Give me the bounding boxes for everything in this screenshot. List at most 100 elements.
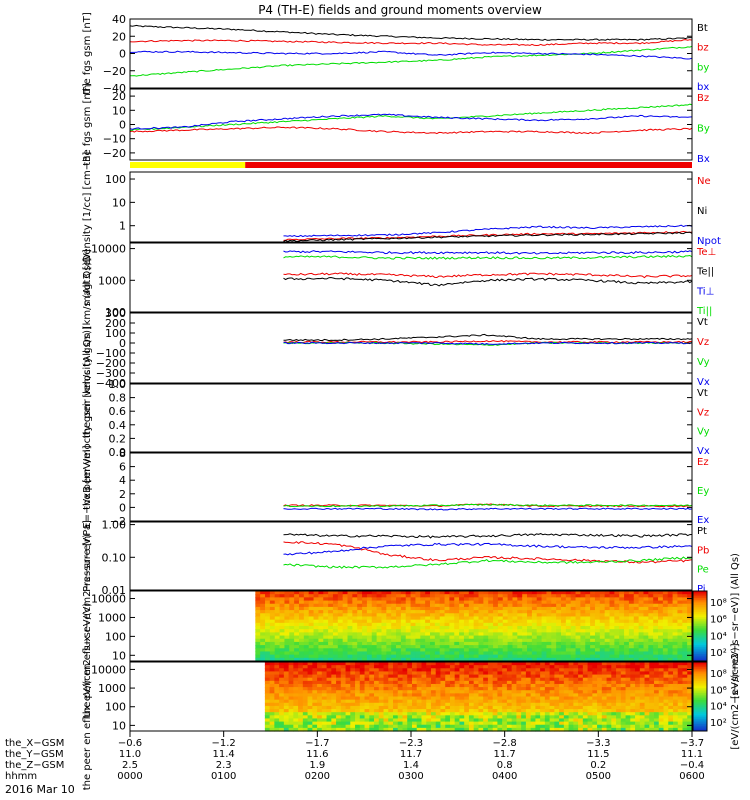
heatmap-cell (434, 651, 441, 656)
x-tick-label: 11.0 (119, 749, 141, 760)
heatmap-cell (383, 702, 389, 707)
heatmap-cell (400, 610, 407, 614)
heatmap-cell (585, 597, 591, 602)
heatmap-cell (468, 724, 475, 729)
heatmap-cell (464, 690, 470, 694)
heatmap-cell (435, 687, 442, 691)
heatmap-cell (517, 638, 523, 643)
heatmap-cell (541, 622, 548, 627)
colorbar-step (693, 647, 707, 650)
series-line-bz (129, 126, 693, 135)
series-line-bt (129, 24, 692, 41)
heatmap-cell (604, 616, 611, 621)
heatmap-cell (531, 657, 538, 662)
heatmap-cell (483, 671, 489, 676)
heatmap-cell (307, 715, 313, 720)
heatmap-cell (357, 600, 363, 605)
heatmap-cell (556, 600, 562, 605)
heatmap-cell (444, 635, 450, 640)
heatmap-cell (430, 705, 437, 710)
heatmap-cell (307, 662, 313, 666)
heatmap-cell (573, 668, 579, 673)
y-tick-label: −2 (110, 515, 126, 528)
heatmap-cell (386, 619, 392, 624)
heatmap-cell (673, 665, 679, 669)
heatmap-cell (668, 718, 674, 723)
heatmap-cell (386, 626, 392, 630)
heatmap-cell (682, 683, 688, 688)
heatmap-cell (340, 662, 347, 666)
heatmap-cell (260, 657, 266, 662)
heatmap-cell (619, 632, 625, 637)
heatmap-cell (391, 641, 397, 646)
heatmap-cell (376, 600, 383, 605)
heatmap-cell (347, 591, 353, 595)
heatmap-cell (522, 597, 528, 602)
heatmap-cell (326, 702, 332, 707)
heatmap-cell (551, 638, 557, 643)
heatmap-cell (302, 662, 309, 666)
heatmap-cell (274, 715, 280, 720)
heatmap-cell (609, 594, 615, 598)
heatmap-cell (374, 668, 380, 673)
heatmap-cell (672, 629, 679, 633)
date-label: 2016 Mar 10 (5, 783, 75, 796)
colorbar-step (693, 636, 707, 639)
heatmap-cell (653, 591, 659, 595)
heatmap-cell (430, 687, 437, 691)
heatmap-cell (527, 616, 533, 621)
heatmap-cell (535, 718, 541, 723)
heatmap-cell (673, 674, 679, 679)
heatmap-cell (345, 705, 351, 710)
heatmap-cell (464, 677, 470, 682)
heatmap-cell (488, 641, 494, 646)
heatmap-cell (604, 648, 611, 653)
heatmap-cell (400, 632, 407, 637)
heatmap-cell (473, 619, 480, 624)
heatmap-cell (371, 641, 378, 646)
heatmap-cell (434, 616, 441, 621)
heatmap-cell (332, 591, 339, 595)
heatmap-cell (439, 613, 446, 618)
heatmap-cell (347, 645, 353, 649)
heatmap-cell (521, 696, 527, 701)
heatmap-cell (318, 603, 324, 608)
heatmap-cell (531, 597, 538, 602)
heatmap-cell (415, 610, 421, 614)
heatmap-cell (561, 638, 567, 643)
heatmap-cell (445, 724, 451, 729)
heatmap-cell (359, 665, 366, 669)
heatmap-cell (619, 622, 625, 627)
series-line-ti (283, 254, 693, 260)
heatmap-cell (400, 641, 407, 646)
heatmap-cell (511, 677, 518, 682)
y-tick-label: 0.2 (109, 432, 127, 445)
heatmap-cell (551, 616, 557, 621)
heatmap-cell (454, 635, 460, 640)
heatmap-cell (531, 619, 538, 624)
heatmap-cell (563, 696, 570, 701)
heatmap-cell (512, 648, 518, 653)
heatmap-cell (575, 641, 581, 646)
heatmap-cell (522, 616, 528, 621)
heatmap-cell (260, 629, 266, 633)
heatmap-cell (400, 594, 407, 598)
heatmap-cell (359, 683, 366, 688)
heatmap-cell (628, 610, 635, 614)
heatmap-cell (405, 606, 412, 611)
heatmap-cell (416, 687, 423, 691)
heatmap-cell (677, 654, 683, 659)
heatmap-cell (648, 594, 654, 598)
y-tick-label: 10 (112, 104, 126, 117)
heatmap-cell (298, 632, 305, 637)
heatmap-cell (590, 600, 596, 605)
heatmap-cell (426, 671, 432, 676)
heatmap-cell (400, 648, 407, 653)
heatmap-cell (440, 712, 446, 716)
heatmap-cell (551, 651, 557, 656)
heatmap-cell (459, 654, 465, 659)
heatmap-cell (274, 651, 281, 656)
heatmap-cell (630, 702, 636, 707)
heatmap-cell (546, 626, 552, 630)
